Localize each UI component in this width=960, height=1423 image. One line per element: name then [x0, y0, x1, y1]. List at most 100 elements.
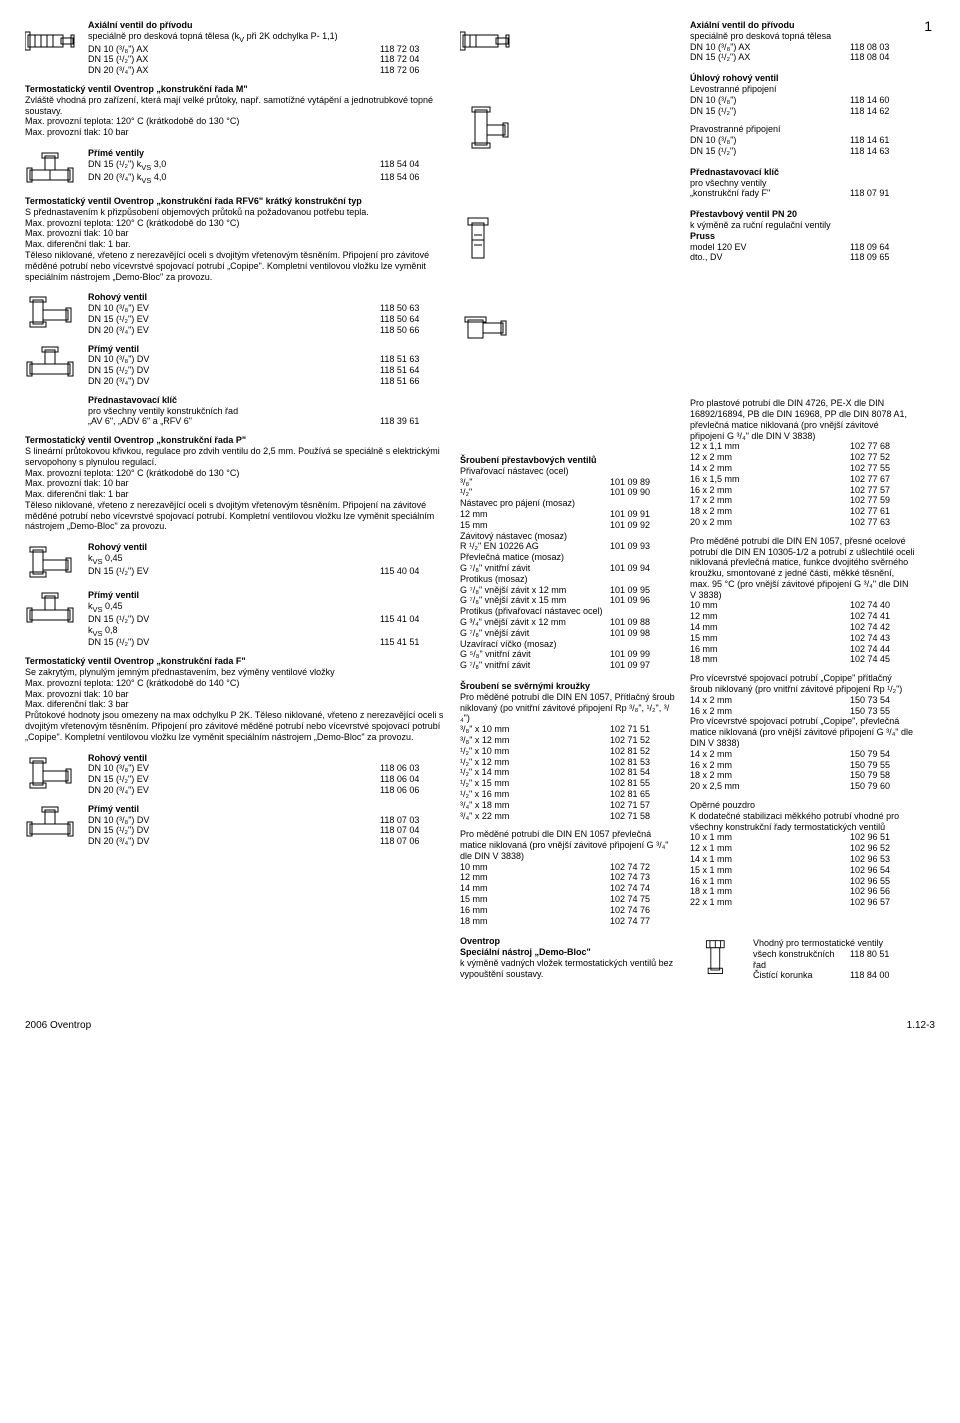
title: Přímý ventil — [88, 590, 139, 600]
rows: model 120 EV118 09 64dto., DV118 09 65 — [690, 242, 915, 264]
rows3: R ¹/₂" EN 10226 AG101 09 93 — [460, 541, 675, 552]
row-value: 102 77 68 — [850, 441, 915, 452]
sec7-sub: pro všechny ventily konstrukčních řad — [88, 406, 238, 416]
l: „AV 6", „ADV 6" a „RFV 6" — [88, 416, 380, 427]
row-label: 18 x 2 mm — [690, 506, 850, 517]
row-value: 102 77 55 — [850, 463, 915, 474]
sub: speciálně pro desková topná tělesa — [690, 31, 831, 41]
body2: Těleso niklované, vřeteno z nerezavějící… — [25, 500, 434, 532]
row-value: 102 74 72 — [610, 862, 675, 873]
footer: 2006 Oventrop 1.12-3 — [25, 1020, 935, 1032]
title: Rohový ventil — [88, 753, 147, 763]
spacer-icon3 — [460, 305, 675, 365]
row-value: 102 96 56 — [850, 886, 915, 897]
title: Rohový ventil — [88, 292, 147, 302]
row-value: 101 09 93 — [610, 541, 675, 552]
body: Zvláště vhodná pro zařízení, která mají … — [25, 95, 433, 116]
row-value: 118 80 51 — [850, 949, 915, 971]
rows: DN 10 (³/₈") DV118 07 03DN 15 (¹/₂") DV1… — [88, 815, 445, 847]
row-value: 101 09 98 — [610, 628, 675, 639]
rows: ³/₈" x 10 mm102 71 51³/₈" x 12 mm102 71 … — [460, 724, 675, 821]
row-value: 102 77 59 — [850, 495, 915, 506]
row-label: DN 10 (³/₈") — [690, 95, 850, 106]
row-label: 12 x 1 mm — [690, 843, 850, 854]
valve-icon — [25, 804, 80, 844]
row-label: 12 mm — [460, 872, 610, 883]
row-value: 118 06 03 — [380, 763, 445, 774]
row-value: 102 74 75 — [610, 894, 675, 905]
title: Přímý ventil — [88, 804, 139, 814]
row-label: DN 15 (¹/₂") EV — [88, 314, 380, 325]
sec7-title: Přednastavovací klíč — [88, 395, 177, 405]
r: 118 39 61 — [380, 416, 445, 427]
body: Se zakrytým, plynulým jemným přednastave… — [25, 667, 335, 677]
row-value: 118 51 63 — [380, 354, 445, 365]
row-value: 118 08 04 — [850, 52, 915, 63]
spacer-icon2 — [460, 215, 675, 285]
row-value: 102 96 51 — [850, 832, 915, 843]
row-label: G ⁷/₈" vnější závit x 12 mm — [460, 585, 610, 596]
row-value: 150 79 55 — [850, 760, 915, 771]
row-value: 101 09 95 — [610, 585, 675, 596]
row-value: 118 14 62 — [850, 106, 915, 117]
row-label: DN 10 (³/₈") EV — [88, 763, 380, 774]
row-label: ³/₄" x 18 mm — [460, 800, 610, 811]
row-value: 150 79 54 — [850, 749, 915, 760]
row-label: 10 mm — [690, 600, 850, 611]
row-label: ¹/₂" x 16 mm — [460, 789, 610, 800]
p3: Max. diferenční tlak: 1 bar — [25, 489, 129, 499]
row-label: DN 15 (¹/₂") AX — [690, 52, 850, 63]
rows3: 14 x 2 mm150 73 5416 x 2 mm150 73 55 — [690, 695, 915, 717]
row-label: 12 mm — [460, 509, 610, 520]
rows1: ³/₈"101 09 89¹/₂"101 09 90 — [460, 477, 675, 499]
sec12: Rohový ventil DN 10 (³/₈") EV118 06 03DN… — [25, 753, 445, 796]
row-label: 16 x 2 mm — [690, 760, 850, 771]
sub5: Protikus (mosaz) — [460, 574, 528, 584]
body2: Pro měděné potrubí dle DIN EN 1057 převl… — [460, 829, 668, 861]
sub: kVS 0,45 — [88, 553, 123, 563]
row-value: 115 40 04 — [380, 566, 445, 577]
row-label: 15 x 1 mm — [690, 865, 850, 876]
row-value: 118 72 03 — [380, 44, 445, 55]
rows: DN 10 (³/₈") DV118 51 63DN 15 (¹/₂") DV1… — [88, 354, 445, 386]
row-value: 118 72 06 — [380, 65, 445, 76]
title: Termostatický ventil Oventrop „konstrukč… — [25, 656, 246, 666]
sec9: Rohový ventil kVS 0,45 DN 15 (¹/₂") EV11… — [25, 542, 445, 582]
row-value: 102 81 53 — [610, 757, 675, 768]
row-value: 102 74 73 — [610, 872, 675, 883]
row-value: 102 77 61 — [850, 506, 915, 517]
sec-thermostat-f: Termostatický ventil Oventrop „konstrukč… — [25, 656, 445, 742]
rows6: G ³/₄" vnější závit x 12 mm101 09 88G ⁷/… — [460, 617, 675, 639]
row-value: 101 09 97 — [610, 660, 675, 671]
row-value: 102 96 57 — [850, 897, 915, 908]
title: Termostatický ventil Oventrop „konstrukč… — [25, 435, 246, 445]
page-number: 1 — [924, 18, 932, 35]
row-value: 118 14 61 — [850, 135, 915, 146]
row-label: všech konstrukčních řad — [753, 949, 850, 971]
row-value: 102 77 67 — [850, 474, 915, 485]
row-label: 22 x 1 mm — [690, 897, 850, 908]
body: S lineární průtokovou křivkou, regulace … — [25, 446, 440, 467]
valve-icon — [25, 20, 80, 60]
row-value: 102 77 63 — [850, 517, 915, 528]
row-label: 12 mm — [690, 611, 850, 622]
row-label: ¹/₂" x 10 mm — [460, 746, 610, 757]
row-label: DN 15 (¹/₂") AX — [88, 54, 380, 65]
row-value: 102 96 52 — [850, 843, 915, 854]
row-value: 118 50 66 — [380, 325, 445, 336]
body: Pro plastové potrubí dle DIN 4726, PE-X … — [690, 398, 907, 440]
row-value: 101 09 94 — [610, 563, 675, 574]
sec10: Přímý ventil kVS 0,45 DN 15 (¹/₂") DV115… — [25, 590, 445, 648]
tool-icon — [690, 938, 745, 978]
row-label: 12 x 2 mm — [690, 452, 850, 463]
r-sec3: Přednastavovací klíč pro všechny ventily… — [690, 167, 915, 199]
title: Šroubení se svěrnými kroužky — [460, 681, 590, 691]
valve-icon — [25, 344, 80, 384]
row-label: ³/₄" x 22 mm — [460, 811, 610, 822]
title: Přestavbový ventil PN 20 — [690, 209, 797, 219]
mid-sec1: Šroubení přestavbových ventilů Přivařova… — [460, 455, 675, 671]
p1: Max. provozní teplota: 120° C (krátkodob… — [25, 116, 239, 126]
row-value: 150 73 55 — [850, 706, 915, 717]
body3: Pro vícevrstvé spojovací potrubí „Copipe… — [690, 673, 902, 694]
row-label: ³/₈" x 12 mm — [460, 735, 610, 746]
